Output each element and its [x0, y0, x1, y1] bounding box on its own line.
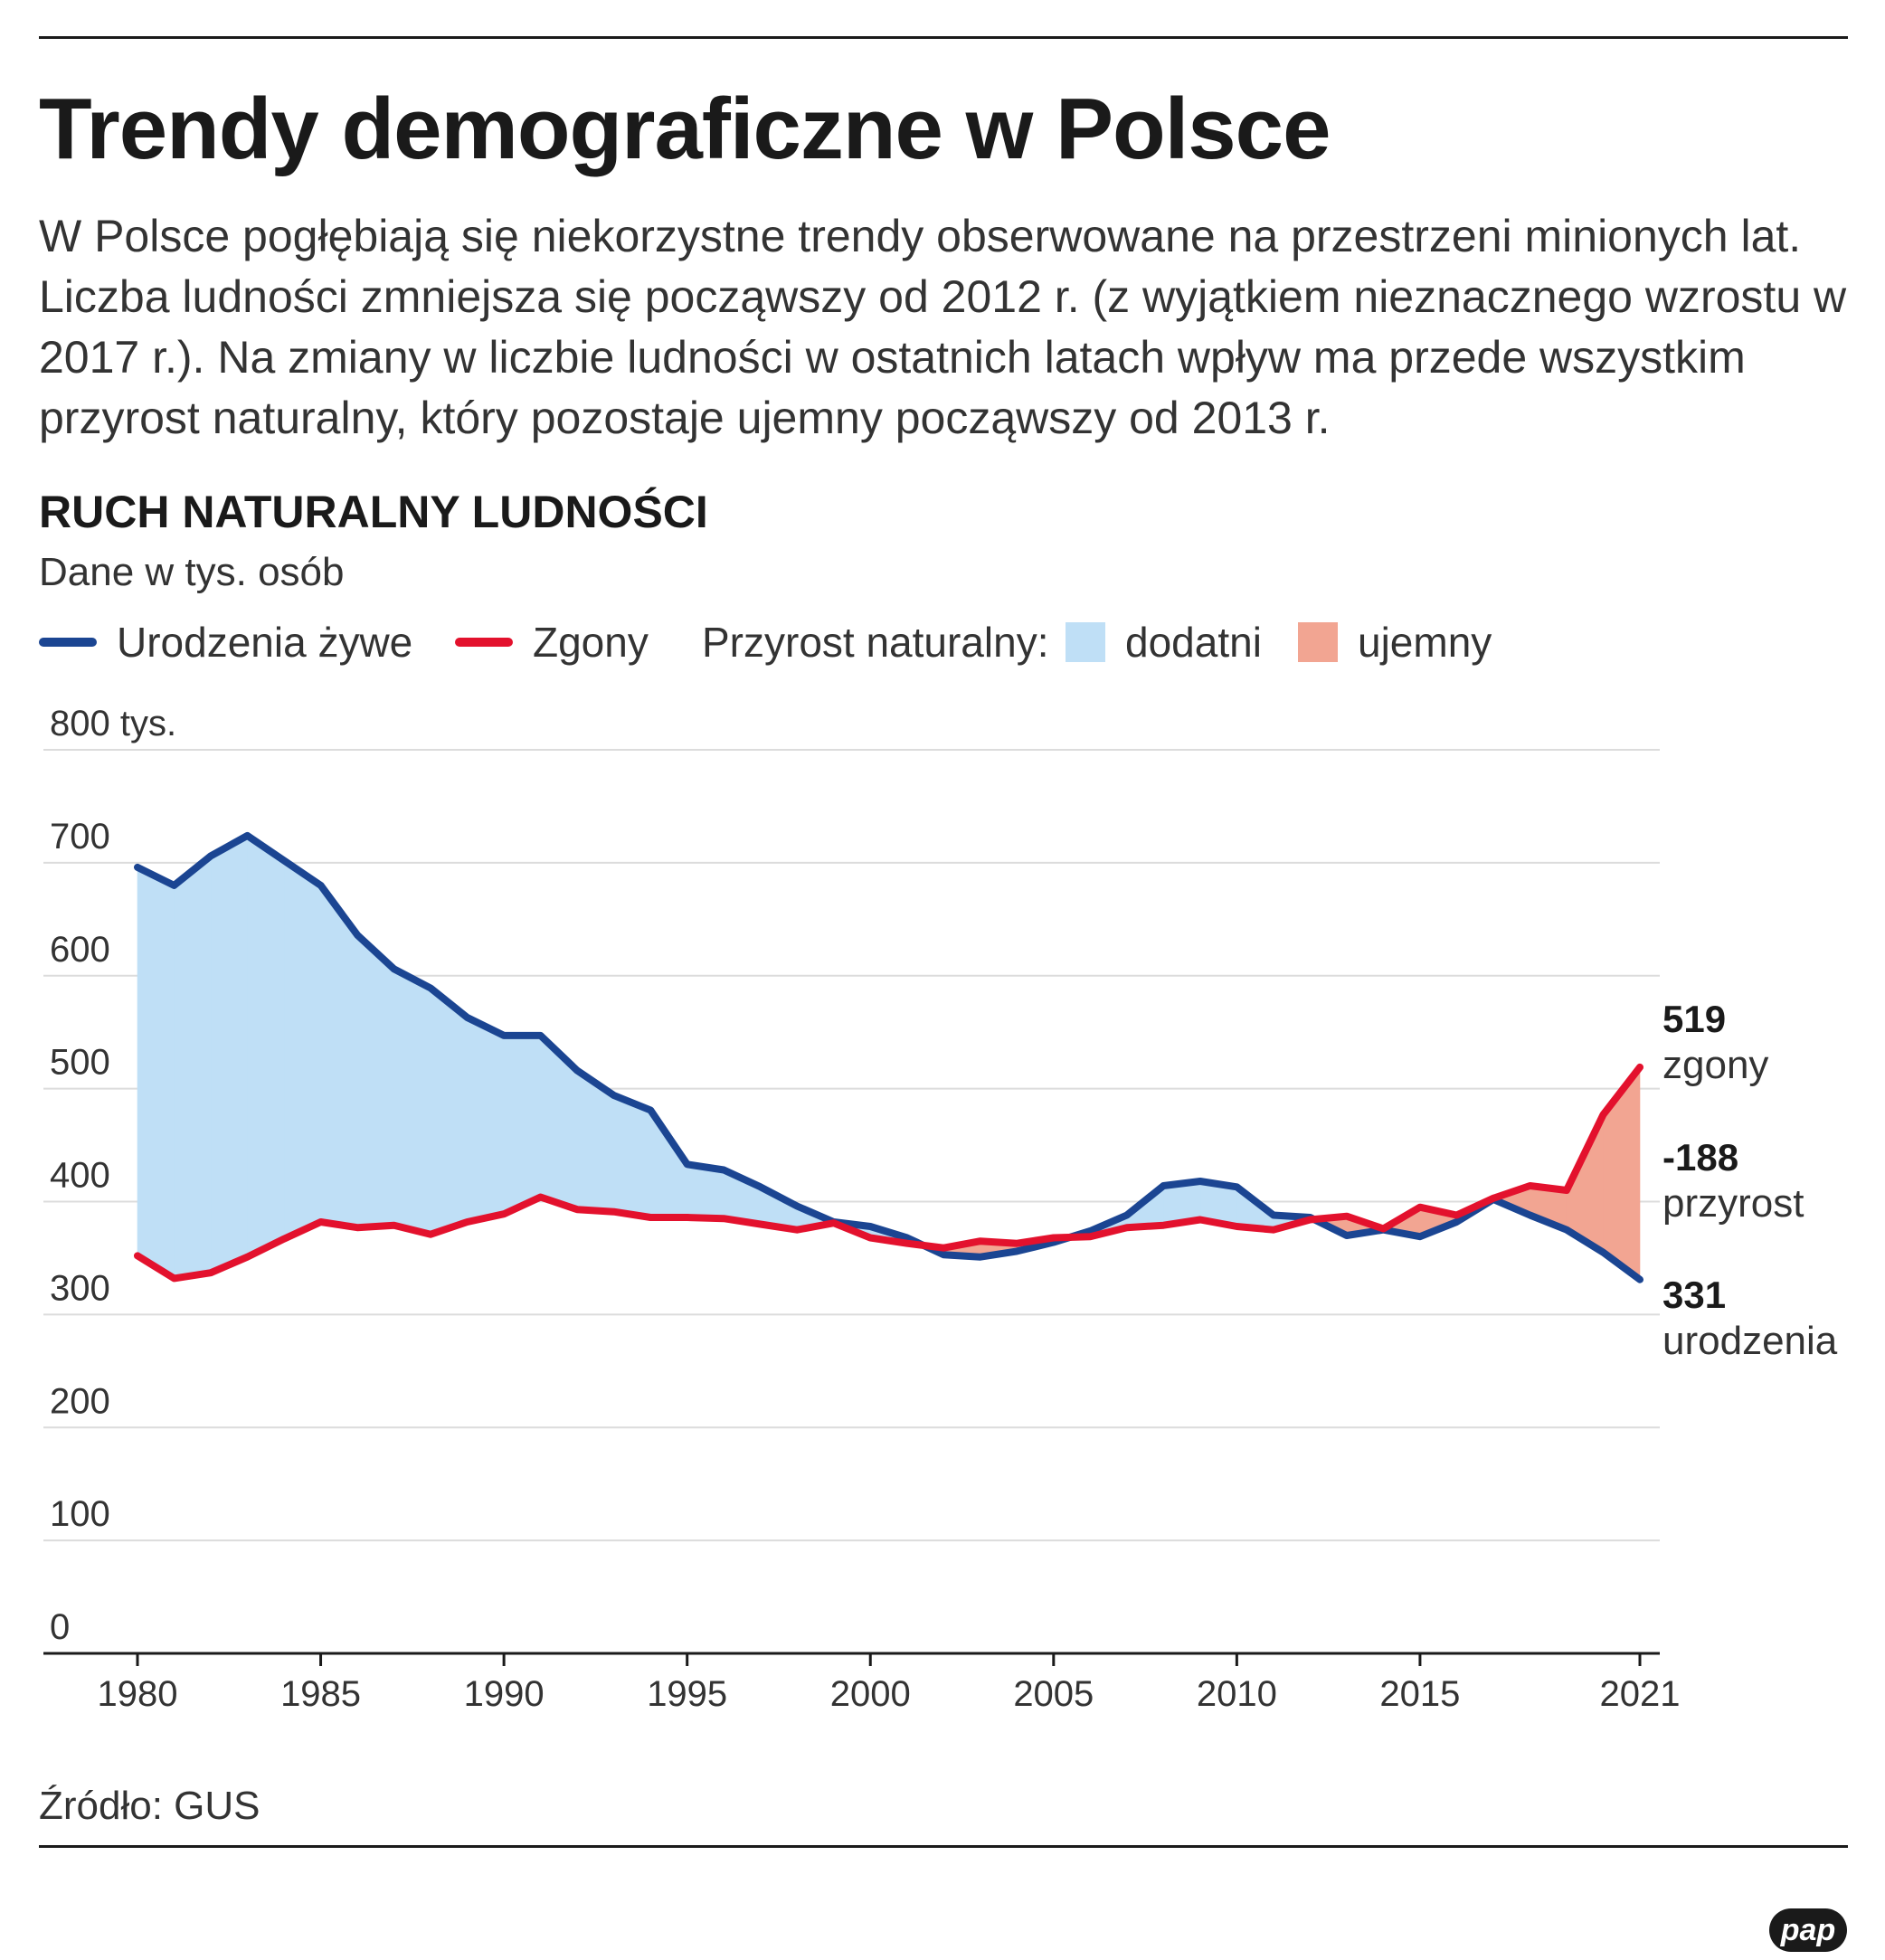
y-tick-label: 400	[50, 1156, 110, 1196]
y-tick-label: 200	[50, 1381, 110, 1421]
x-tick-label: 2021	[1600, 1674, 1681, 1714]
legend-births-label: Urodzenia żywe	[117, 619, 413, 666]
legend-births-swatch	[39, 638, 97, 647]
page-title: Trendy demograficzne w Polsce	[39, 80, 1331, 177]
y-tick-label: 800 tys.	[50, 704, 176, 743]
legend-deaths-swatch	[455, 638, 513, 647]
legend-negative-swatch	[1298, 622, 1338, 662]
growth-fill-segment	[137, 866, 175, 1279]
y-tick-label: 100	[50, 1494, 110, 1534]
legend-growth-label: Przyrost naturalny:	[702, 619, 1049, 666]
end-label-births-caption: urodzenia	[1662, 1319, 1838, 1363]
end-label-growth-caption: przyrost	[1662, 1181, 1804, 1226]
line-layer	[134, 831, 1643, 1283]
legend-negative-label: ujemny	[1358, 619, 1492, 666]
pap-logo: pap	[1769, 1908, 1847, 1952]
legend-deaths: Zgony	[455, 615, 649, 669]
x-tick-label: 1980	[98, 1674, 178, 1714]
growth-fill-segment	[1603, 1066, 1641, 1281]
growth-fill-segment	[613, 1094, 651, 1218]
legend-growth: Przyrost naturalny:	[702, 615, 1048, 669]
growth-fill-segment	[210, 835, 248, 1274]
x-tick-label: 2000	[830, 1674, 911, 1714]
y-tick-label: 0	[50, 1607, 70, 1647]
growth-fill-segment	[283, 859, 321, 1240]
growth-fill-segment	[356, 934, 394, 1228]
end-label-deaths-value: 519	[1662, 998, 1726, 1040]
growth-fill-segment	[430, 987, 468, 1236]
growth-fill-segment	[174, 855, 212, 1279]
y-tick-label: 500	[50, 1043, 110, 1083]
births-line	[134, 831, 1643, 1283]
grid-layer	[43, 749, 1660, 1542]
y-tick-label: 700	[50, 817, 110, 857]
x-tick-label: 1990	[464, 1674, 545, 1714]
axis-layer	[43, 1652, 1660, 1666]
x-tick-label: 2010	[1197, 1674, 1277, 1714]
legend-deaths-label: Zgony	[533, 619, 649, 666]
chart-title: RUCH NATURALNY LUDNOŚCI	[39, 487, 708, 537]
y-tick-label: 300	[50, 1268, 110, 1308]
end-label-births-value: 331	[1662, 1274, 1726, 1316]
growth-fill-segment	[467, 1017, 505, 1223]
x-tick-label: 2005	[1013, 1674, 1094, 1714]
x-tick-label: 1985	[280, 1674, 361, 1714]
unit-note: Dane w tys. osób	[39, 550, 345, 594]
legend-positive-label: dodatni	[1125, 619, 1262, 666]
deaths-line	[134, 1063, 1643, 1283]
growth-fill-segment	[393, 968, 431, 1236]
growth-fill-segment	[503, 1035, 541, 1215]
source-note: Źródło: GUS	[39, 1784, 260, 1828]
growth-fill-segment	[247, 835, 285, 1258]
x-tick-label: 2015	[1379, 1674, 1460, 1714]
top-rule	[39, 36, 1848, 39]
growth-fill-segment	[649, 1109, 688, 1218]
bottom-rule	[39, 1845, 1848, 1848]
legend-positive: dodatni	[1066, 615, 1262, 669]
legend-positive-swatch	[1066, 622, 1105, 662]
y-tick-label: 600	[50, 930, 110, 970]
intro-text: W Polsce pogłębiają się niekorzystne tre…	[39, 211, 1847, 443]
legend-negative: ujemny	[1298, 615, 1492, 669]
label-layer: 0 100 200 300 400 500 600 700 800 tys. 1980 1985 19…	[50, 704, 1838, 1714]
x-tick-label: 1995	[647, 1674, 727, 1714]
end-label-growth-value: -188	[1662, 1136, 1738, 1179]
growth-fill-segment	[320, 884, 358, 1228]
legend-births: Urodzenia żywe	[39, 615, 412, 669]
end-label-deaths-caption: zgony	[1662, 1043, 1768, 1087]
